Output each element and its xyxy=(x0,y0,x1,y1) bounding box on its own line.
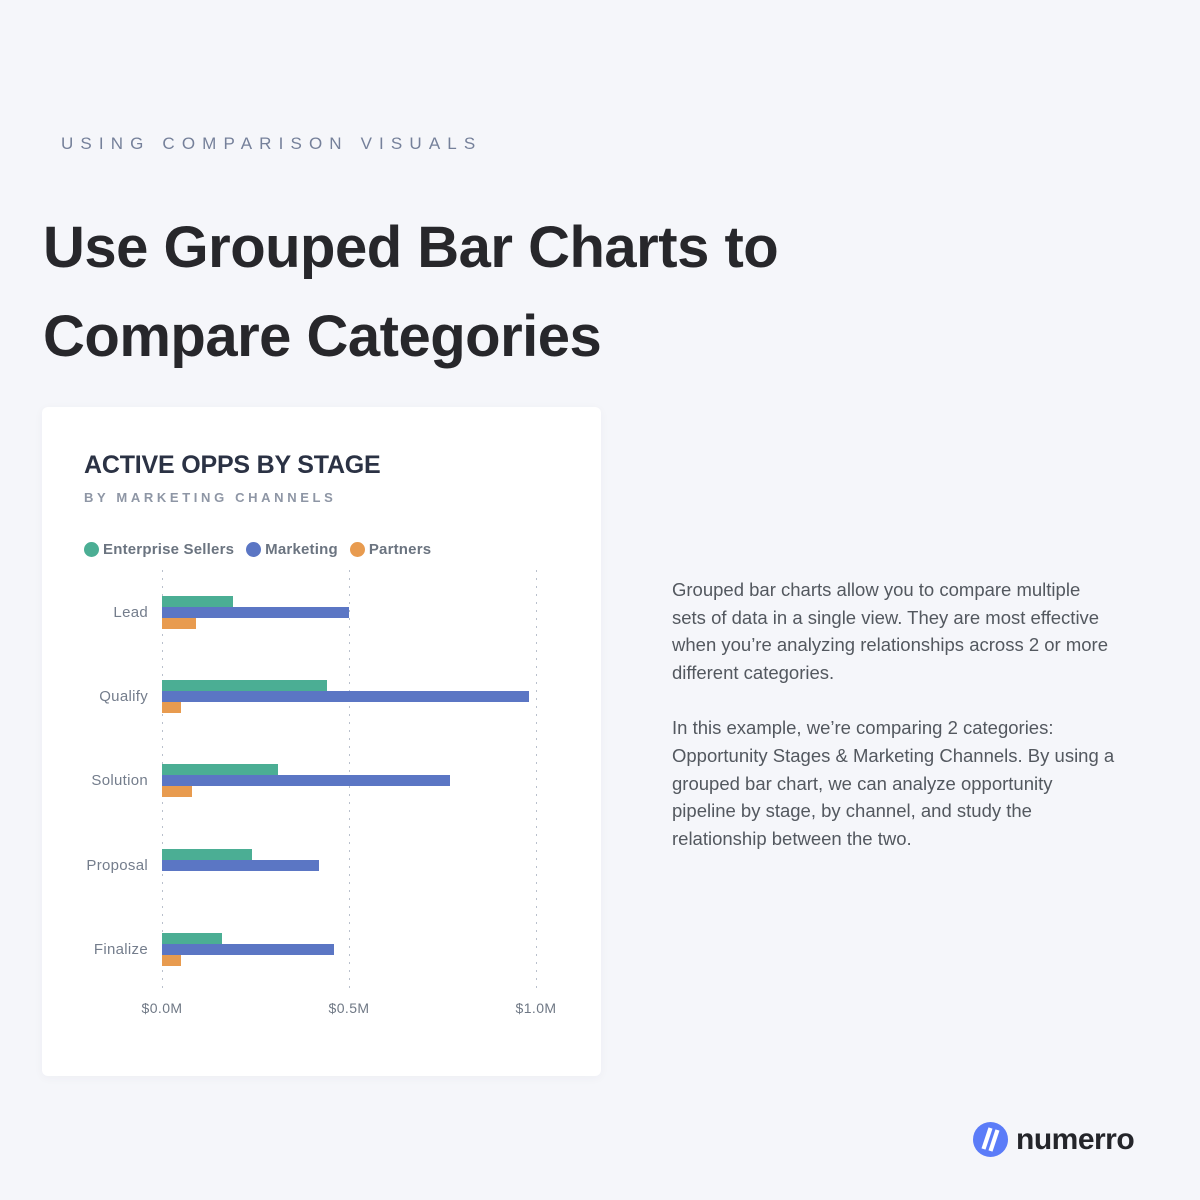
bar-rows xyxy=(162,570,555,992)
chart-legend: Enterprise Sellers Marketing Partners xyxy=(84,541,601,558)
bar-lead-marketing xyxy=(162,606,349,618)
bar-qualify-enterprise-sellers xyxy=(162,680,327,692)
brand-name: numerro xyxy=(1016,1122,1135,1156)
bar-solution-marketing xyxy=(162,775,450,787)
brand-logo: numerro xyxy=(973,1122,1135,1157)
bar-qualify-partners xyxy=(162,702,181,714)
legend-label: Enterprise Sellers xyxy=(103,541,235,558)
bar-lead-enterprise-sellers xyxy=(162,595,234,607)
legend-item-1: Enterprise Sellers xyxy=(84,541,234,558)
bar-group-proposal xyxy=(162,823,555,907)
eyebrow-label: USING COMPARISON VISUALS xyxy=(61,134,483,153)
legend-swatch xyxy=(349,542,365,557)
category-label-column: Lead Qualify Solution Proposal Finalize xyxy=(84,570,162,1020)
category-label-row: Finalize xyxy=(84,908,162,992)
grouped-bar-chart: Lead Qualify Solution Proposal Finalize $0.0… xyxy=(84,570,601,1020)
bar-finalize-marketing xyxy=(162,944,335,956)
axis-tick-label: $0.0M xyxy=(141,1000,183,1016)
body-paragraph-1: Grouped bar charts allow you to compare … xyxy=(672,579,1108,683)
page-title-line1: Use Grouped Bar Charts to xyxy=(43,215,779,280)
bar-proposal-enterprise-sellers xyxy=(162,848,252,860)
legend-item-3: Partners xyxy=(349,541,432,558)
bar-proposal-marketing xyxy=(162,859,320,871)
legend-item-2: Marketing xyxy=(246,541,338,558)
category-label-row: Lead xyxy=(84,570,162,654)
legend-swatch xyxy=(84,542,99,557)
chart-card: ACTIVE OPPS BY STAGE BY MARKETING CHANNE… xyxy=(42,407,601,1076)
bar-finalize-enterprise-sellers xyxy=(162,933,222,945)
gridline xyxy=(536,570,537,992)
bar-group-lead xyxy=(162,570,555,654)
description-text: Grouped bar charts allow you to compare … xyxy=(672,576,1118,852)
bar-finalize-partners xyxy=(162,955,181,967)
body-paragraph-2: In this example, we’re comparing 2 categ… xyxy=(672,717,1115,849)
chart-subtitle: BY MARKETING CHANNELS xyxy=(84,490,337,505)
bar-lead-partners xyxy=(162,617,196,629)
category-label: Finalize xyxy=(93,941,148,959)
category-label-row: Solution xyxy=(84,739,162,823)
bar-solution-partners xyxy=(162,786,192,798)
plot-wrapper: $0.0M $0.5M $1.0M xyxy=(142,570,557,1020)
page-title: Use Grouped Bar Charts to Compare Catego… xyxy=(43,203,1003,381)
axis-tick-label: $1.0M xyxy=(515,1000,557,1016)
category-label-row: Qualify xyxy=(84,654,162,738)
bar-qualify-marketing xyxy=(162,691,529,703)
bar-solution-enterprise-sellers xyxy=(162,764,278,776)
category-label: Qualify xyxy=(99,688,148,706)
legend-label: Partners xyxy=(368,541,432,558)
x-axis: $0.0M $0.5M $1.0M xyxy=(142,1000,557,1020)
bar-group-finalize xyxy=(162,908,555,992)
category-label: Lead xyxy=(113,603,148,621)
chart-title: ACTIVE OPPS BY STAGE xyxy=(84,451,381,479)
legend-label: Marketing xyxy=(265,541,338,558)
bar-group-solution xyxy=(162,739,555,823)
page-title-line2: Compare Categories xyxy=(43,304,602,369)
axis-tick-label: $0.5M xyxy=(328,1000,370,1016)
category-label-row: Proposal xyxy=(84,823,162,907)
legend-swatch xyxy=(246,542,262,557)
category-label: Proposal xyxy=(86,856,148,874)
numerro-icon xyxy=(973,1122,1008,1157)
bar-group-qualify xyxy=(162,654,555,738)
category-label: Solution xyxy=(91,772,148,790)
chart-plot xyxy=(162,570,555,992)
